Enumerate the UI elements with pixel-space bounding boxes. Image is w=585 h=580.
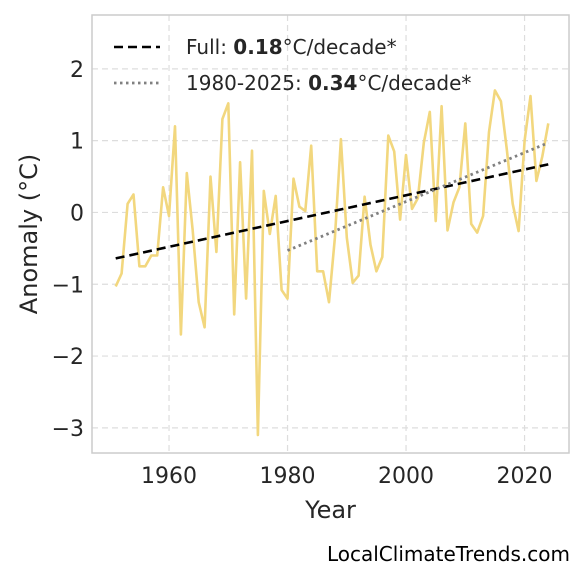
- y-tick-label: −1: [52, 273, 84, 298]
- x-tick-labels: 1960 1980 2000 2020: [141, 464, 553, 489]
- legend-label-rate: 0.34: [308, 71, 357, 95]
- y-tick-label: 1: [70, 130, 84, 155]
- y-tick-label: −2: [52, 345, 84, 370]
- x-tick-label: 2000: [378, 464, 434, 489]
- grid: [92, 15, 569, 453]
- watermark-text: LocalClimateTrends.com: [327, 542, 570, 566]
- full-trend-line: [115, 163, 549, 260]
- plot-frame: [91, 14, 570, 454]
- legend-label-rate: 0.18: [233, 35, 282, 59]
- legend-label-prefix: Full:: [186, 35, 233, 59]
- y-tick-label: −3: [52, 417, 84, 442]
- legend-label-prefix: 1980-2025:: [186, 71, 308, 95]
- series-layer: [114, 89, 550, 437]
- x-axis-label: Year: [304, 496, 356, 524]
- legend: Full: 0.18°C/decade*1980-2025: 0.34°C/de…: [114, 35, 471, 95]
- y-tick-labels: 2 1 0 −1 −2 −3: [52, 58, 84, 442]
- x-tick-label: 1960: [141, 464, 197, 489]
- recent-trend-line: [287, 141, 549, 252]
- legend-full-trend-label: Full: 0.18°C/decade*: [186, 35, 397, 59]
- y-tick-label: 2: [70, 58, 84, 83]
- legend-recent-trend-label: 1980-2025: 0.34°C/decade*: [186, 71, 471, 95]
- anomaly-series-line: [114, 89, 550, 437]
- y-axis-label: Anomaly (°C): [15, 154, 43, 314]
- legend-label-suffix: °C/decade*: [283, 35, 397, 59]
- trend-layer: [115, 141, 549, 260]
- x-tick-label: 1980: [260, 464, 316, 489]
- y-tick-label: 0: [70, 201, 84, 226]
- x-tick-label: 2020: [497, 464, 553, 489]
- legend-label-suffix: °C/decade*: [357, 71, 471, 95]
